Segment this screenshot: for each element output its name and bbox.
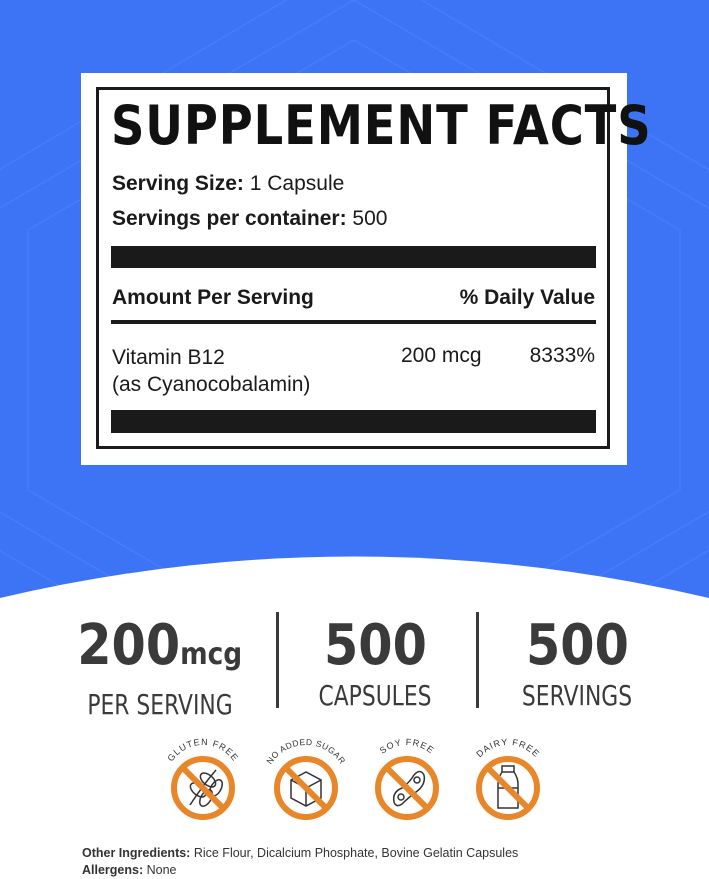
stat-caption: PER SERVING <box>87 688 233 721</box>
soybean-icon: SOY FREE <box>375 737 439 820</box>
badge-soy-free: SOY FREE <box>362 730 452 825</box>
badge-no-added-sugar: NO ADDED SUGAR <box>261 730 351 825</box>
svg-text:DAIRY FREE: DAIRY FREE <box>474 737 542 759</box>
serving-size: Serving Size: 1 Capsule <box>112 172 344 196</box>
nutrient-name: Vitamin B12 (as Cyanocobalamin) <box>112 344 310 398</box>
badge-dairy-free: DAIRY FREE <box>463 730 553 825</box>
dv-header: % Daily Value <box>459 286 595 309</box>
stat-caption: CAPSULES <box>318 679 432 712</box>
stat-caption: SERVINGS <box>521 679 633 712</box>
allergens: Allergens: None <box>82 863 177 877</box>
supplement-facts-label: SUPPLEMENT FACTS Serving Size: 1 Capsule… <box>81 73 652 465</box>
stat-divider <box>276 612 279 708</box>
divider-bar <box>111 410 596 433</box>
header-rule <box>111 320 596 324</box>
servings-label: Servings per container: <box>112 207 347 230</box>
serving-size-value: 1 Capsule <box>249 172 345 195</box>
stat-unit: mcg <box>180 637 243 672</box>
badge-label: DAIRY FREE <box>474 737 541 759</box>
nutrient-form: (as Cyanocobalamin) <box>112 373 311 396</box>
ingredients-label: Other Ingredients: <box>82 846 191 860</box>
label-title: SUPPLEMENT FACTS <box>111 94 652 157</box>
stat-value: 500 <box>525 613 629 678</box>
nutrient-amount: 200 mcg <box>401 344 482 367</box>
stat-divider <box>476 612 479 708</box>
stat-servings: 500 SERVINGS <box>477 618 677 712</box>
stat-per-serving: 200mcg PER SERVING <box>60 618 260 721</box>
nutrient-dv: 8333% <box>529 344 595 367</box>
amount-header: Amount Per Serving <box>112 286 314 309</box>
label-border: SUPPLEMENT FACTS Serving Size: 1 Capsule… <box>96 87 652 449</box>
badge-gluten-free: GLUTEN FREE <box>158 730 248 825</box>
nutrient-name-text: Vitamin B12 <box>112 346 225 369</box>
servings-per-container: Servings per container: 500 <box>112 207 387 231</box>
badge-label: SOY FREE <box>378 737 436 756</box>
allergens-label: Allergens: <box>82 863 144 877</box>
stat-capsules: 500 CAPSULES <box>275 618 475 712</box>
serving-size-label: Serving Size: <box>112 172 244 195</box>
svg-text:SOY FREE: SOY FREE <box>378 737 437 756</box>
stat-value: 200mcg <box>78 618 243 683</box>
sugar-cube-icon: NO ADDED SUGAR <box>264 737 347 820</box>
servings-value: 500 <box>352 207 388 230</box>
ingredients-value: Rice Flour, Dicalcium Phosphate, Bovine … <box>193 846 519 860</box>
stat-number: 200 <box>77 613 181 678</box>
wheat-icon: GLUTEN FREE <box>165 737 240 820</box>
other-ingredients: Other Ingredients: Rice Flour, Dicalcium… <box>82 846 518 860</box>
allergens-value: None <box>146 863 177 877</box>
milk-bottle-icon: DAIRY FREE <box>474 737 542 820</box>
stat-value: 500 <box>323 613 427 678</box>
divider-bar <box>111 246 596 268</box>
